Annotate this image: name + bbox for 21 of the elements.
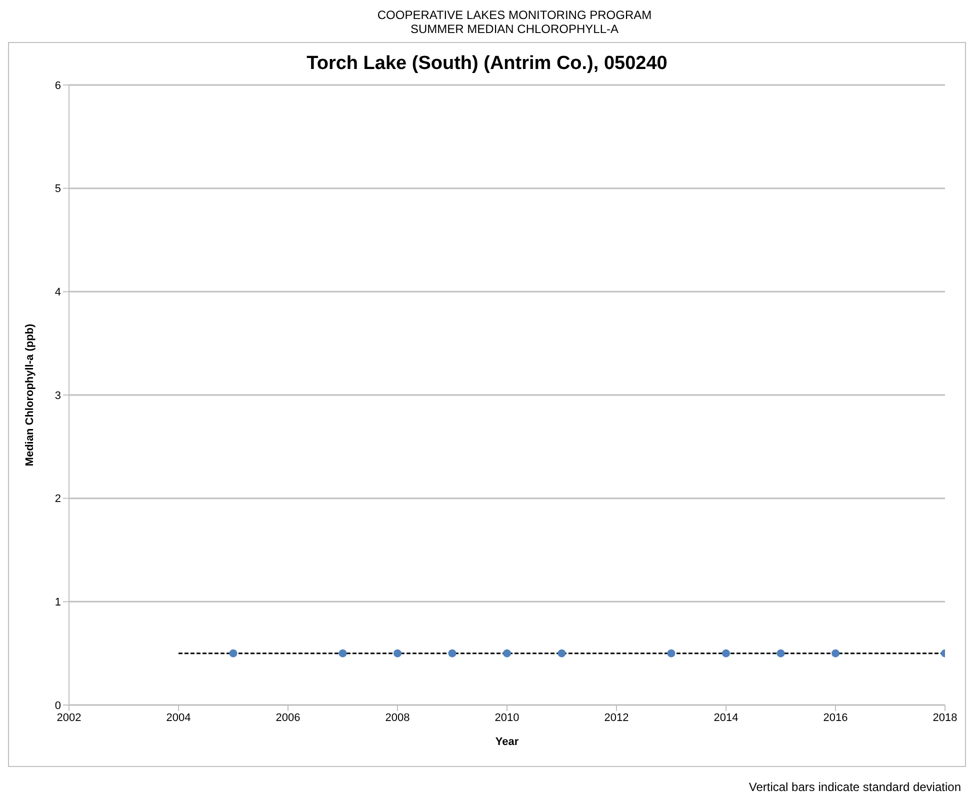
x-tick-label: 2014 (714, 712, 738, 724)
chart-title: Torch Lake (South) (Antrim Co.), 050240 (306, 53, 668, 75)
x-tick-label: 2004 (166, 712, 191, 724)
x-tick-label: 2018 (932, 712, 958, 724)
y-tick-label: 0 (54, 700, 61, 712)
x-tick-label: 2008 (385, 712, 410, 724)
y-axis-title: Median Chlorophyll-a (ppb) (24, 323, 36, 466)
y-tick-label: 6 (54, 80, 61, 92)
text: Vertical bars indicate standard deviation (748, 780, 961, 794)
y-tick-label: 3 (54, 390, 61, 402)
x-tick-label: 2006 (276, 712, 300, 724)
x-tick-label: 2016 (823, 712, 848, 724)
x-tick-label: 2012 (604, 712, 629, 724)
x-tick-label: 2010 (494, 712, 520, 724)
y-tick-label: 5 (54, 183, 61, 196)
y-tick-label: 2 (54, 493, 61, 506)
x-axis-title: Year (495, 736, 520, 748)
y-tick-label: 1 (54, 596, 61, 609)
y-tick-label: 4 (54, 286, 61, 299)
chart-subtitle: COOPERATIVE LAKES MONITORING PROGRAM SUMMER MEDIAN CHLOROPHYLL-A (376, 8, 653, 36)
x-tick-label: 2002 (56, 712, 82, 724)
